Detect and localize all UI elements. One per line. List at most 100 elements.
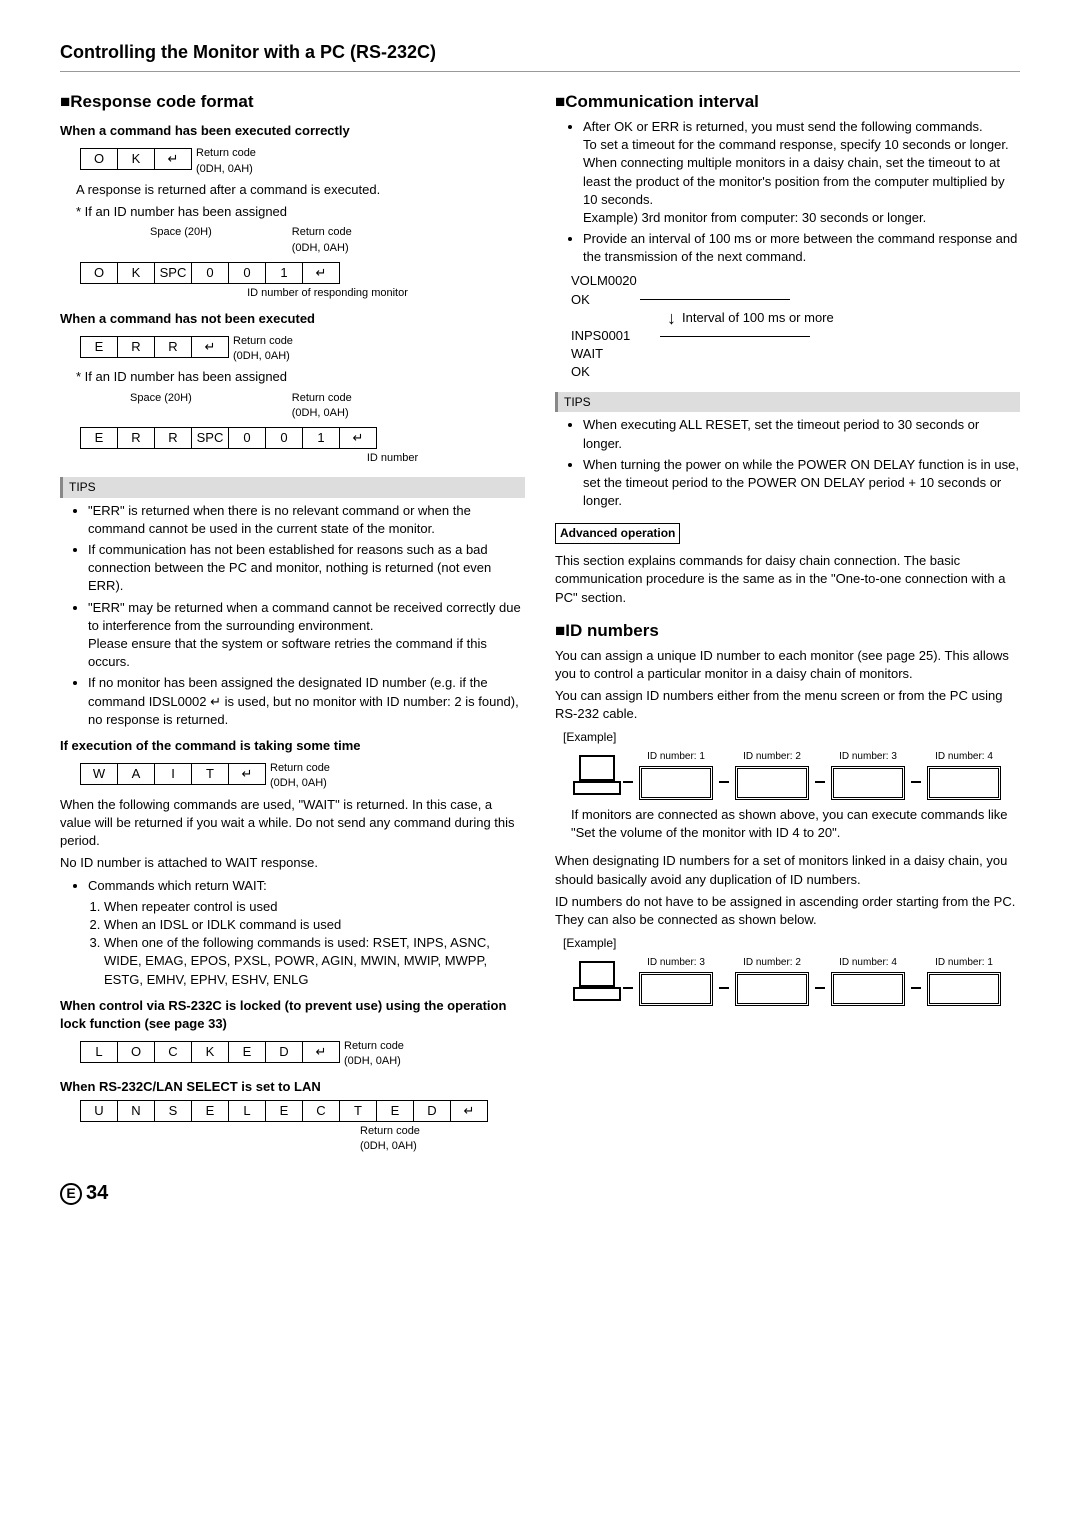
cell: D [413,1100,451,1122]
cell: U [80,1100,118,1122]
cell: O [117,1041,155,1063]
p-wait-1: When the following commands are used, "W… [60,796,525,851]
p-if-id-assigned-2: * If an ID number has been assigned [76,368,525,386]
cell: W [80,763,118,785]
page-num-value: 34 [86,1182,108,1204]
link-line [719,781,729,783]
list-item: When an IDSL or IDLK command is used [104,916,525,934]
mon-label: ID number: 4 [927,750,1001,764]
link-line [623,987,633,989]
interval-diagram: VOLM0020 OK ↓ Interval of 100 ms or more… [571,272,1020,381]
wait-cells: W A I T ↵ [80,763,266,785]
mon-label: ID number: 1 [639,750,713,764]
cell: T [339,1100,377,1122]
tips-list-left: "ERR" is returned when there is no relev… [88,502,525,729]
cell: 0 [191,262,229,284]
cell: O [80,262,118,284]
return-code-hex: (0DH, 0AH) [360,1140,417,1152]
mon-label: ID number: 3 [639,956,713,970]
return-code-hex: (0DH, 0AH) [344,1055,401,1067]
cell: E [191,1100,229,1122]
list-item: Provide an interval of 100 ms or more be… [583,230,1020,266]
interval-label: Interval of 100 ms or more [682,309,834,327]
link-line [623,781,633,783]
mon-label: ID number: 4 [831,956,905,970]
lan-cells: U N S E L E C T E D ↵ [80,1100,525,1122]
monitor-icon [639,766,713,800]
tip-text: Please ensure that the system or softwar… [88,636,487,669]
return-code-hex: (0DH, 0AH) [270,777,327,789]
tip-item: If communication has not been establishe… [88,541,525,596]
heading-communication-interval: ■Communication interval [555,90,1020,114]
tip-item: "ERR" may be returned when a command can… [88,599,525,672]
monitor-icon [735,766,809,800]
id-resp-label: ID number of responding monitor [130,286,525,301]
cell: 0 [265,427,303,449]
page-title: Controlling the Monitor with a PC (RS-23… [60,40,1020,72]
mon-label: ID number: 1 [927,956,1001,970]
cell: E [228,1041,266,1063]
return-code-label: Return code [270,762,330,774]
text: Example) 3rd monitor from computer: 30 s… [583,210,926,225]
id-number-label: ID number [260,451,525,466]
left-column: ■Response code format When a command has… [60,90,525,1155]
err-cells: E R R ↵ [80,336,229,358]
cell: R [117,427,155,449]
return-code-hex: (0DH, 0AH) [292,407,349,419]
list-item: When repeater control is used [104,898,525,916]
cell: N [117,1100,155,1122]
sub-not-executed: When a command has not been executed [60,310,525,328]
cell: S [154,1100,192,1122]
sub-lan: When RS-232C/LAN SELECT is set to LAN [60,1078,525,1096]
heading-id-numbers: ■ID numbers [555,619,1020,643]
link-line [911,781,921,783]
cell: R [154,336,192,358]
cell: ↵ [191,336,229,358]
tip-item: If no monitor has been assigned the desi… [88,674,525,729]
link-line [815,781,825,783]
tips-heading: TIPS [60,477,525,498]
pc-icon [573,961,617,1001]
p-if-id-assigned-1: * If an ID number has been assigned [76,203,525,221]
tips-heading: TIPS [555,392,1020,413]
cell: 1 [265,262,303,284]
monitor-icon [927,766,1001,800]
cell: ↵ [302,1041,340,1063]
right-column: ■Communication interval After OK or ERR … [555,90,1020,1155]
hline [640,299,790,300]
id-p4: ID numbers do not have to be assigned in… [555,893,1020,929]
locked-cells: L O C K E D ↵ [80,1041,340,1063]
cell: A [117,763,155,785]
monitor-icon [831,972,905,1006]
daisy-chain-diagram-2: ID number: 3 ID number: 2 ID number: 4 I… [573,956,1020,1006]
tip-item: "ERR" is returned when there is no relev… [88,502,525,538]
cell: E [376,1100,414,1122]
diag-line: INPS0001 [571,327,630,345]
list-item: When one of the following commands is us… [104,934,525,989]
comm-interval-list: After OK or ERR is returned, you must se… [583,118,1020,267]
cell: C [154,1041,192,1063]
diag-line: OK [571,363,1020,381]
monitor-icon [735,972,809,1006]
cell: O [80,148,118,170]
cell: ↵ [302,262,340,284]
example-label: [Example] [563,729,1020,746]
hline [660,336,810,337]
monitor-icon [639,972,713,1006]
return-code-hex: (0DH, 0AH) [292,242,349,254]
cell: D [265,1041,303,1063]
ok-id-cells: O K SPC 0 0 1 ↵ [80,262,525,284]
wait-commands-list: When repeater control is used When an ID… [104,898,525,989]
cell: E [80,427,118,449]
tips-list-right: When executing ALL RESET, set the timeou… [583,416,1020,510]
p-response-returned: A response is returned after a command i… [76,181,525,199]
cell: L [80,1041,118,1063]
list-item: After OK or ERR is returned, you must se… [583,118,1020,227]
cell: K [191,1041,229,1063]
cell: I [154,763,192,785]
heading-response-code: ■Response code format [60,90,525,114]
lang-mark: E [60,1183,82,1205]
cell: T [191,763,229,785]
mon-label: ID number: 2 [735,750,809,764]
advanced-operation-label: Advanced operation [555,523,680,544]
